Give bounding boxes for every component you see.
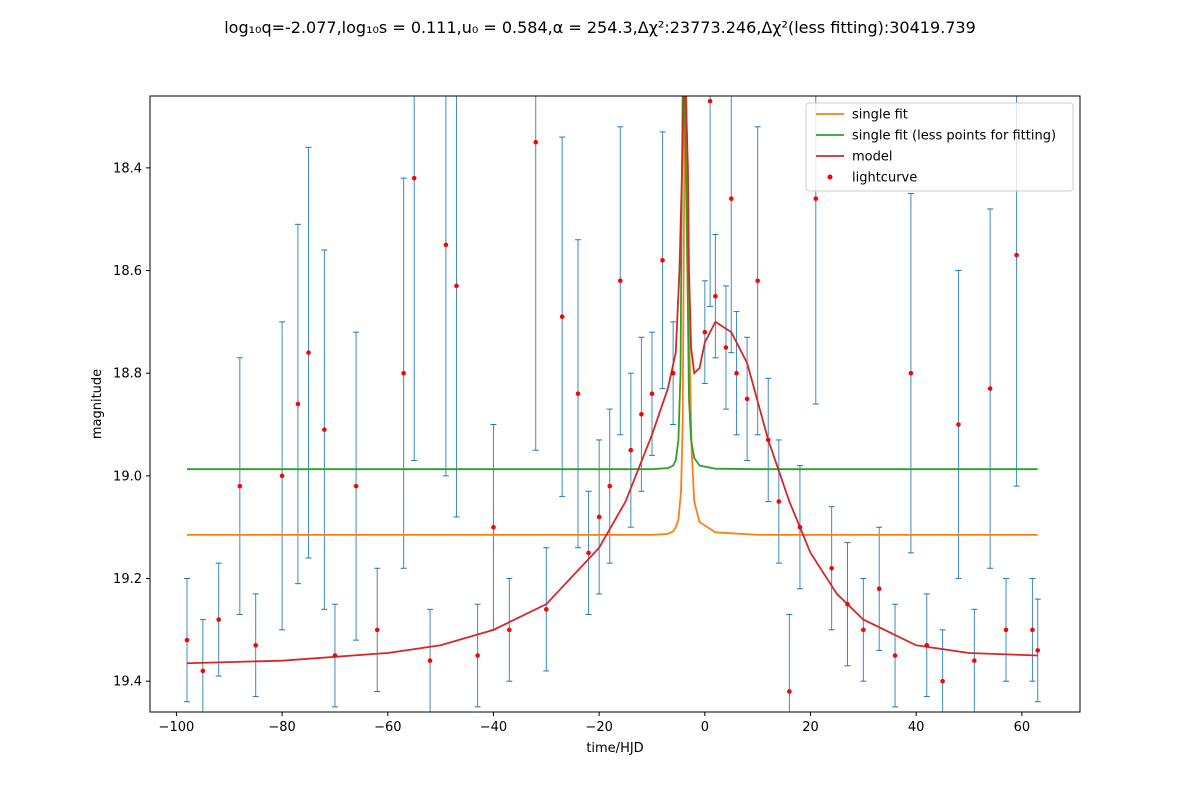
- x-tick-label: −40: [480, 720, 507, 735]
- lightcurve-point: [924, 642, 930, 648]
- lightcurve-point: [200, 668, 206, 674]
- legend-swatch: [827, 174, 833, 180]
- lightcurve-point: [972, 658, 977, 663]
- lightcurve-point: [744, 396, 750, 402]
- lightcurve-point: [617, 278, 623, 284]
- y-tick-label: 18.6: [113, 264, 142, 279]
- lightcurve-point: [845, 601, 850, 607]
- lightcurve-point: [660, 257, 665, 263]
- lightcurve-point: [533, 139, 539, 145]
- legend-label: model: [852, 150, 892, 165]
- lightcurve-point: [787, 689, 792, 694]
- lightcurve-point: [475, 653, 480, 658]
- y-axis-label: magnitude: [90, 369, 105, 439]
- lightcurve-point: [876, 586, 882, 592]
- lightcurve-point: [306, 350, 311, 355]
- chart-title: log₁₀q=-2.077,log₁₀s = 0.111,u₀ = 0.584,…: [224, 18, 976, 37]
- x-tick-label: −60: [374, 720, 401, 735]
- lightcurve-point: [559, 314, 565, 320]
- lightcurve-point: [374, 627, 380, 633]
- y-tick-label: 18.8: [113, 367, 142, 382]
- x-tick-label: −80: [268, 720, 295, 735]
- lightcurve-point: [596, 514, 602, 520]
- lightcurve-point: [797, 524, 803, 530]
- lightcurve-point: [1035, 648, 1041, 653]
- lightcurve-point: [237, 483, 243, 489]
- legend-label: single fit: [852, 108, 908, 123]
- x-tick-label: 0: [701, 720, 709, 735]
- lightcurve-point: [544, 607, 549, 612]
- lightcurve-point: [411, 175, 417, 181]
- lightcurve-point: [670, 370, 676, 376]
- lightcurve-point: [332, 653, 338, 658]
- legend-box: [805, 102, 1074, 192]
- lightcurve-point: [295, 401, 301, 407]
- lightcurve-points-layer: [184, 98, 1041, 694]
- series-line-model: [186, 96, 1038, 665]
- series-line-single-fit: [186, 96, 1038, 536]
- lightcurve-point: [1003, 627, 1009, 633]
- lightcurve-point: [702, 329, 708, 335]
- lightcurve-point: [353, 483, 359, 489]
- lightcurve-point: [628, 447, 634, 453]
- lightcurve-point: [443, 242, 449, 248]
- lightcurve-point: [639, 411, 644, 417]
- lightcurve-point: [713, 293, 718, 299]
- lightcurve-point: [607, 483, 613, 489]
- lightcurve-point: [427, 658, 433, 663]
- lightcurve-point: [322, 427, 327, 432]
- legend: single fit single fit (less points for fi…: [805, 102, 1074, 192]
- lightcurve-point: [829, 565, 834, 571]
- x-tick-label: 20: [802, 720, 819, 735]
- lightcurve-point: [728, 196, 734, 201]
- y-axis-ticks: 18.4 18.6 18.8 19.0 19.2 19.4: [113, 161, 150, 690]
- lightcurve-point: [908, 370, 914, 376]
- x-tick-label: −20: [585, 720, 612, 735]
- y-tick-label: 19.4: [113, 675, 142, 690]
- lightcurve-point: [253, 642, 258, 648]
- lightcurve-point: [454, 283, 459, 289]
- lightcurve-point: [649, 391, 655, 397]
- lightcurve-point: [861, 627, 866, 633]
- lightcurve-point: [216, 617, 221, 622]
- lightcurve-point: [813, 196, 819, 201]
- lightcurve-point: [734, 370, 739, 376]
- lightcurve-point: [491, 524, 496, 530]
- lightcurve-point: [184, 637, 190, 643]
- lightcurve-point: [1030, 627, 1035, 633]
- x-tick-label: 40: [908, 720, 925, 735]
- series-line-single-fit-less-points-for-fitting-: [186, 96, 1038, 471]
- lightcurve-point: [507, 627, 512, 633]
- lightcurve-point: [892, 653, 898, 658]
- fit-lines-layer: [186, 96, 1038, 665]
- lightcurve-point: [586, 550, 591, 556]
- lightcurve-point: [1014, 252, 1019, 258]
- lightcurve-point: [723, 345, 729, 350]
- lightcurve-point: [707, 98, 713, 104]
- lightcurve-point: [401, 370, 406, 376]
- legend-label: lightcurve: [852, 171, 917, 186]
- lightcurve-point: [956, 422, 961, 427]
- x-axis-ticks: −100 −80 −60 −40 −20 0 20 40 60: [159, 712, 1031, 735]
- x-tick-label: −100: [159, 720, 195, 735]
- lightcurve-point: [940, 678, 945, 684]
- y-tick-label: 19.0: [113, 469, 142, 484]
- lightcurve-point: [776, 499, 782, 504]
- lightcurve-point: [279, 473, 285, 479]
- lightcurve-point: [755, 278, 760, 284]
- x-tick-label: 60: [1014, 720, 1031, 735]
- legend-label: single fit (less points for fitting): [852, 129, 1056, 144]
- lightcurve-point: [765, 437, 771, 443]
- lightcurve-point: [575, 391, 581, 397]
- y-tick-label: 19.2: [113, 572, 142, 587]
- plot-area-frame: [149, 95, 1081, 713]
- lightcurve-point: [987, 386, 993, 391]
- y-tick-label: 18.4: [113, 161, 142, 176]
- x-axis-label: time/HJD: [586, 741, 643, 756]
